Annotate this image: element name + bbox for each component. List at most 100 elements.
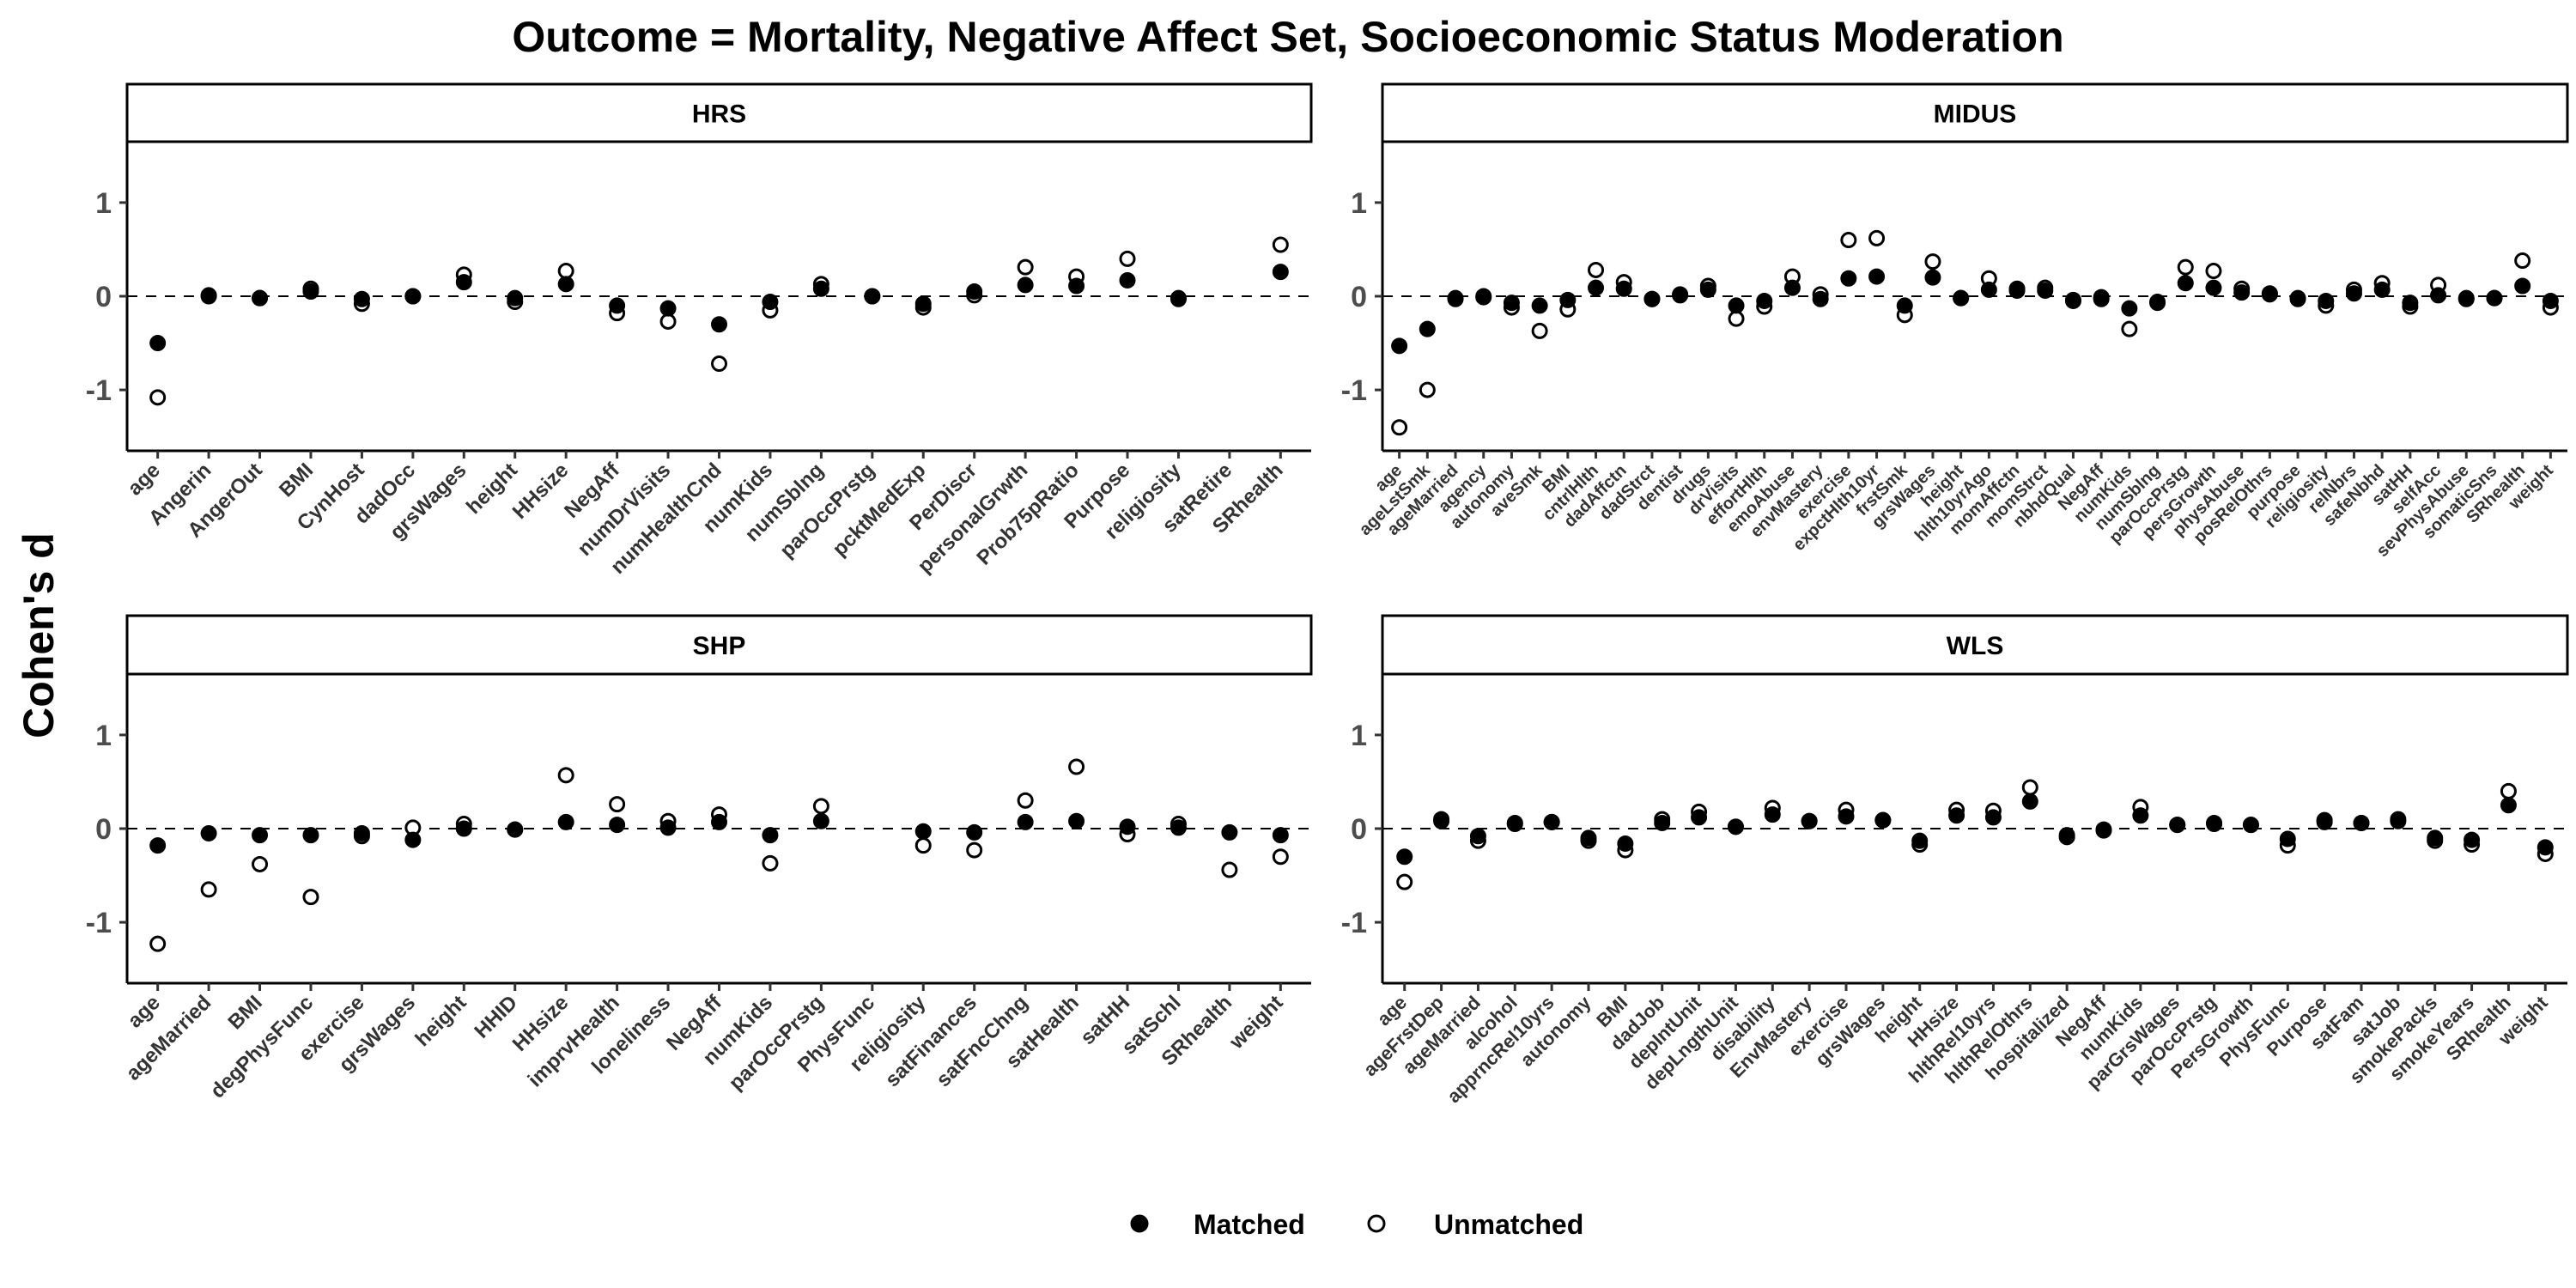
y-tick-label-shp: 0 — [95, 813, 112, 846]
matched-point-wls — [1543, 813, 1560, 830]
unmatched-point-hrs — [149, 389, 167, 406]
matched-point-midus — [1840, 270, 1857, 287]
matched-point-midus — [2233, 284, 2251, 301]
y-tick-label-hrs: 0 — [95, 281, 112, 313]
strip-label-midus: MIDUS — [1934, 100, 2017, 129]
matched-point-midus — [2177, 275, 2194, 292]
matched-point-wls — [1691, 809, 1708, 826]
strip-shp — [125, 614, 1313, 676]
unmatched-point-shp — [302, 889, 319, 906]
unmatched-point-shp — [1017, 792, 1034, 809]
matched-point-midus — [2514, 277, 2531, 295]
matched-point-wls — [1911, 832, 1929, 849]
unmatched-point-midus — [1924, 253, 1941, 270]
matched-point-shp — [149, 837, 167, 854]
unmatched-point-midus — [2205, 263, 2222, 280]
y-tick-label-wls: 0 — [1351, 813, 1367, 846]
unmatched-point-hrs — [659, 313, 677, 330]
matched-point-wls — [2058, 827, 2075, 844]
matched-point-midus — [2289, 290, 2306, 307]
matched-point-shp — [404, 831, 422, 848]
unmatched-point-shp — [557, 767, 574, 784]
unmatched-point-shp — [252, 855, 269, 872]
matched-point-shp — [609, 817, 626, 834]
matched-point-wls — [1433, 812, 1450, 829]
matched-point-hrs — [966, 283, 983, 301]
matched-point-wls — [2132, 807, 2149, 824]
unmatched-point-shp — [200, 881, 217, 898]
matched-point-hrs — [149, 335, 167, 352]
matched-point-shp — [1170, 819, 1187, 836]
strip-label-shp: SHP — [693, 632, 746, 660]
matched-point-wls — [1838, 808, 1855, 825]
matched-point-hrs — [1068, 277, 1085, 295]
matched-point-wls — [2427, 829, 2444, 847]
matched-point-wls — [2500, 797, 2517, 814]
matched-point-wls — [2464, 831, 2481, 848]
matched-point-wls — [2316, 813, 2333, 830]
matched-point-hrs — [762, 294, 779, 311]
matched-point-midus — [1924, 269, 1941, 286]
matched-point-wls — [1874, 811, 1892, 829]
matched-point-hrs — [353, 290, 370, 307]
unmatched-point-wls — [2500, 782, 2517, 799]
matched-point-shp — [200, 824, 217, 841]
legend-unmatched-marker — [1367, 1214, 1386, 1233]
matched-point-wls — [2390, 812, 2407, 829]
matched-point-midus — [1588, 279, 1605, 296]
x-tick-label-shp: height — [411, 991, 471, 1051]
strip-label-hrs: HRS — [692, 100, 746, 129]
matched-point-wls — [2242, 817, 2259, 834]
matched-point-shp — [1068, 812, 1085, 829]
matched-point-hrs — [302, 283, 319, 301]
x-tick-label-hrs: HHsize — [508, 459, 574, 524]
matched-point-shp — [1272, 827, 1289, 844]
matched-point-shp — [1221, 823, 1238, 841]
strip-hrs — [125, 82, 1313, 143]
matched-point-hrs — [914, 295, 932, 313]
panel-midus: MIDUS-101ageageLstSmkageMarriedagencyaut… — [1341, 82, 2569, 561]
unmatched-point-shp — [609, 796, 626, 813]
matched-point-midus — [1475, 289, 1492, 306]
unmatched-point-midus — [1531, 322, 1548, 339]
matched-point-wls — [2537, 839, 2554, 856]
matched-point-wls — [1506, 816, 1523, 833]
unmatched-point-midus — [1419, 381, 1436, 398]
matched-point-hrs — [200, 288, 217, 305]
matched-point-hrs — [812, 280, 829, 297]
unmatched-point-midus — [1868, 229, 1886, 246]
x-tick-label-hrs: age — [124, 459, 165, 500]
matched-point-wls — [2353, 814, 2370, 831]
matched-point-midus — [1672, 287, 1689, 304]
matched-point-midus — [1615, 280, 1632, 297]
matched-point-midus — [2149, 295, 2166, 312]
matched-point-midus — [1699, 281, 1716, 298]
unmatched-point-midus — [2514, 252, 2531, 270]
legend-matched-marker — [1130, 1214, 1149, 1233]
x-tick-label-shp: weight — [1224, 991, 1288, 1054]
matched-point-midus — [2318, 292, 2335, 309]
x-tick-label-hrs: BMI — [275, 459, 318, 501]
unmatched-point-hrs — [1017, 258, 1034, 276]
unmatched-point-shp — [914, 837, 932, 854]
matched-point-hrs — [557, 276, 574, 293]
unmatched-point-hrs — [1272, 236, 1289, 253]
y-tick-label-hrs: 1 — [95, 187, 112, 220]
matched-point-midus — [2093, 290, 2110, 307]
matched-point-shp — [762, 827, 779, 844]
unmatched-point-hrs — [1119, 250, 1136, 267]
unmatched-point-shp — [966, 841, 983, 859]
matched-point-hrs — [609, 297, 626, 314]
strip-wls — [1381, 614, 2569, 676]
matched-point-shp — [659, 819, 677, 836]
unmatched-point-midus — [1728, 310, 1745, 327]
matched-point-midus — [2345, 285, 2362, 302]
matched-point-wls — [1984, 809, 2002, 826]
unmatched-point-shp — [812, 798, 829, 815]
matched-point-wls — [1396, 848, 1413, 866]
matched-point-midus — [2402, 295, 2419, 312]
unmatched-point-midus — [1840, 232, 1857, 249]
matched-point-hrs — [1170, 289, 1187, 307]
